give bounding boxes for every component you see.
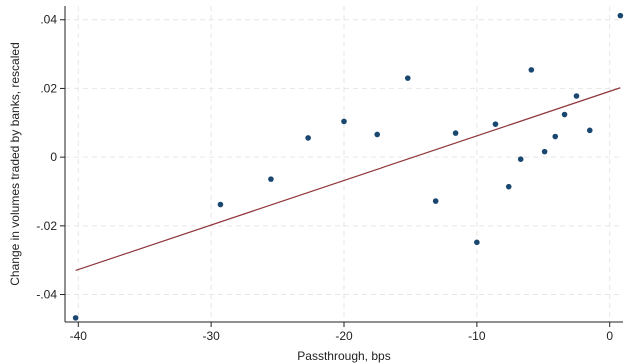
data-point (452, 130, 459, 136)
data-point (528, 67, 535, 73)
data-point (432, 198, 439, 204)
y-tick-label: -.04 (36, 288, 57, 302)
data-point (404, 75, 411, 81)
data-point (72, 315, 79, 321)
data-point (517, 156, 524, 162)
fit-line (75, 87, 621, 272)
x-tick-label: -30 (202, 329, 220, 343)
ticks: -.04 -.02 0 .02 .04 -40 -30 -20 -10 0 (36, 13, 613, 343)
x-tick-label: -40 (70, 329, 88, 343)
data-point (573, 93, 580, 99)
data-point (586, 127, 593, 134)
data-point (217, 201, 224, 208)
y-tick-label: 0 (50, 150, 57, 164)
data-point (552, 133, 559, 140)
y-axis-label: Change in volumes traded by banks, resca… (8, 42, 22, 285)
data-point (374, 131, 381, 138)
data-point (505, 183, 512, 190)
data-points (72, 12, 624, 321)
data-point (492, 121, 499, 127)
x-tick-label: -10 (468, 329, 486, 343)
data-point (268, 176, 274, 182)
data-point (305, 135, 311, 141)
grid (65, 6, 623, 322)
x-tick-label: -20 (335, 329, 353, 343)
data-point (541, 148, 548, 155)
data-point (341, 118, 347, 125)
y-tick-label: -.02 (36, 219, 57, 233)
x-tick-label: 0 (606, 329, 613, 343)
y-tick-label: .04 (40, 13, 57, 27)
y-tick-label: .02 (40, 81, 57, 95)
x-axis-label: Passthrough, bps (297, 349, 390, 363)
data-point (474, 239, 480, 246)
data-point (561, 111, 568, 118)
data-point (617, 12, 624, 19)
